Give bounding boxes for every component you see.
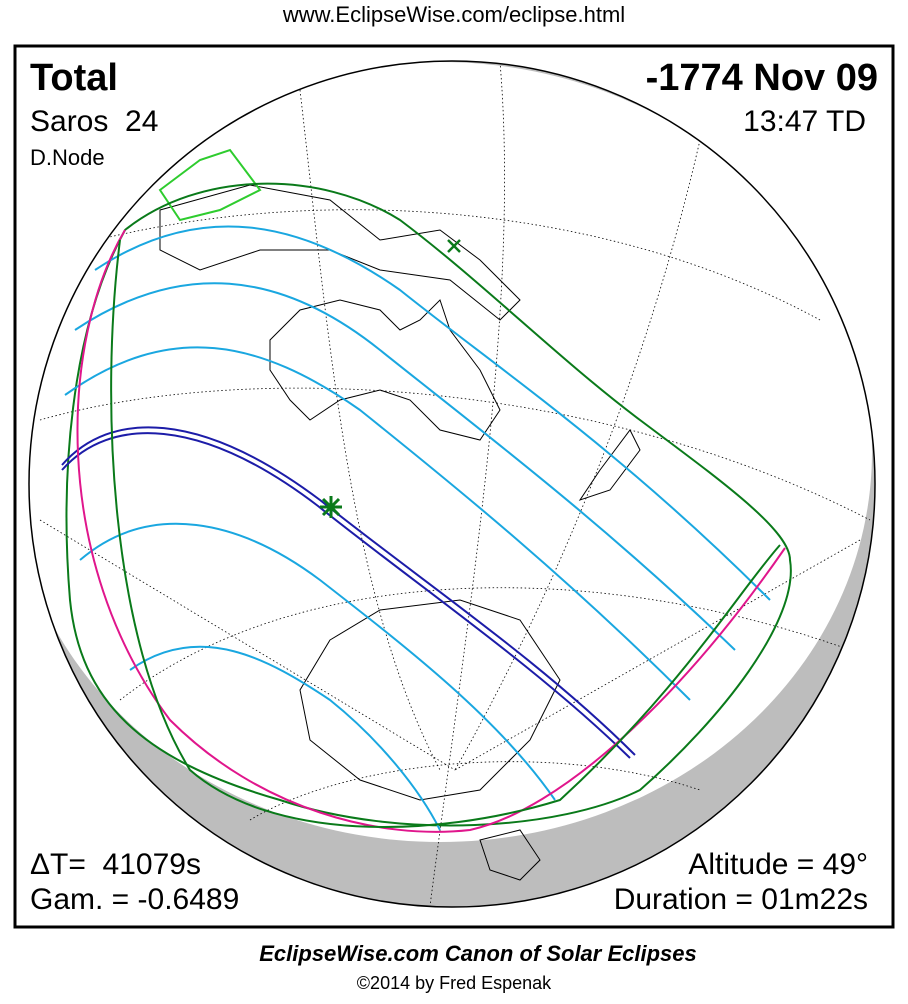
obscuration-curve [79,522,556,801]
greatest-eclipse-marker [320,496,342,518]
graticule [39,61,871,907]
day-side [29,62,872,842]
obscuration-curve [94,225,771,601]
duration: Duration = 01m22s [614,883,868,916]
penumbra-limit [65,182,792,827]
globe-outline [28,60,876,908]
footer-title: EclipseWise.com Canon of Solar Eclipses [259,941,697,966]
penumbra-limit [110,239,781,829]
delta-t: ΔT= 41079s [30,848,201,881]
altitude: Altitude = 49° [688,848,868,881]
subsolar-marker [447,239,461,253]
time: 13:47 TD [743,105,866,138]
gamma: Gam. = -0.6489 [30,883,239,916]
url: www.EclipseWise.com/eclipse.html [282,2,625,27]
obscuration-curve [64,346,691,701]
obscuration-curve [74,282,736,651]
globe [29,61,875,907]
copyright: ©2014 by Fred Espenak [357,973,552,993]
node: D.Node [30,145,105,170]
saros: Saros 24 [30,105,158,138]
coastlines [158,148,641,881]
obscuration-curve [129,645,441,831]
date: -1774 Nov 09 [646,57,878,99]
eclipse-type: Total [30,57,118,99]
